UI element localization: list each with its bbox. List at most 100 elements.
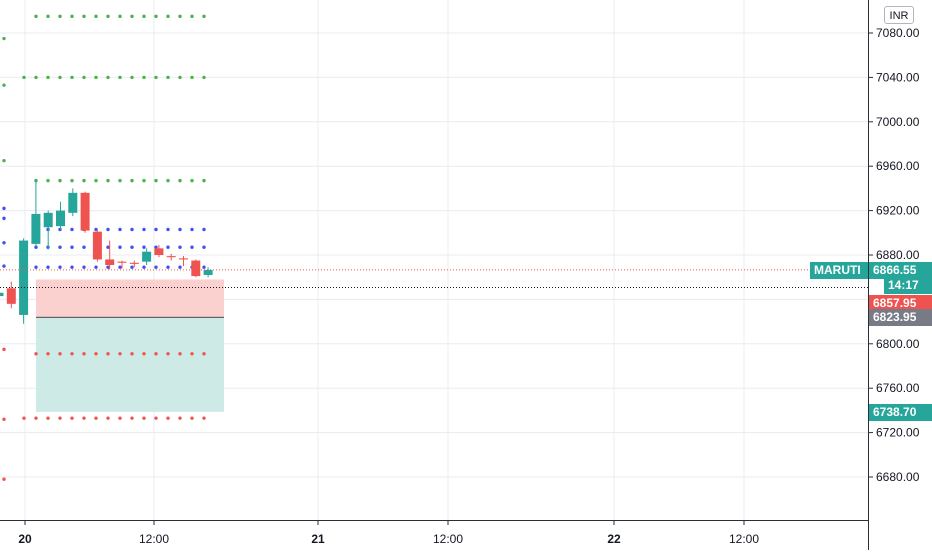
pivot-dot-blue xyxy=(130,227,134,232)
pivot-dot-blue xyxy=(190,227,194,232)
pivot-dot-blue xyxy=(82,265,86,269)
pivot-dot-blue xyxy=(118,265,122,269)
candle-body xyxy=(117,261,127,263)
pivot-dot-red xyxy=(46,416,50,420)
pivot-dot-green xyxy=(46,14,50,19)
candle xyxy=(80,191,90,233)
pivot-dot-green xyxy=(82,75,86,80)
time-tick-label: 12:00 xyxy=(139,532,169,546)
price-tick-label: 6680.00 xyxy=(876,470,920,484)
pivot-dot-blue xyxy=(94,265,98,269)
pivot-dot-red xyxy=(154,352,158,356)
pivot-dot-red xyxy=(178,416,182,420)
candle-body xyxy=(154,248,164,255)
candle xyxy=(179,256,188,267)
pivot-dot-red xyxy=(70,352,74,356)
pivot-dot-blue xyxy=(2,241,6,245)
time-axis-canvas: 20 12:00 21 12:00 22 12:00 xyxy=(18,521,759,546)
pivot-dot-blue xyxy=(106,227,110,232)
chart-canvas[interactable] xyxy=(0,0,868,520)
candle xyxy=(6,281,16,309)
pivot-dot-green xyxy=(94,14,98,19)
pivot-dot-green xyxy=(22,75,26,80)
pivot-points xyxy=(2,14,206,481)
pivot-dot-red xyxy=(190,352,194,356)
pivot-dot-red xyxy=(178,352,182,356)
pivot-dot-green xyxy=(34,75,38,80)
pivot-dot-green xyxy=(82,178,86,183)
candle-body xyxy=(19,240,29,315)
pivot-dot-blue xyxy=(142,227,146,232)
pivot-dot-red xyxy=(46,352,50,356)
pivot-dot-red xyxy=(2,477,6,481)
pivot-dot-blue xyxy=(2,216,6,221)
candle xyxy=(19,238,29,324)
candle-body xyxy=(6,288,16,304)
stop-price-tag: 6857.95 xyxy=(869,295,932,313)
time-axis[interactable]: 20 12:00 21 12:00 22 12:00 xyxy=(0,520,868,550)
pivot-dot-red xyxy=(142,352,146,356)
candle xyxy=(142,248,152,265)
take-profit-zone xyxy=(36,317,224,412)
time-tick-label: 12:00 xyxy=(433,532,463,546)
pivot-dot-blue xyxy=(34,245,38,249)
pivot-dot-blue xyxy=(142,245,146,249)
pivot-dot-blue xyxy=(130,265,134,269)
pivot-dot-red xyxy=(82,416,86,420)
symbol-label-tag: MARUTI xyxy=(810,261,868,279)
pivot-dot-blue xyxy=(46,265,50,269)
candle-body xyxy=(31,213,41,244)
chart-pane[interactable] xyxy=(0,0,868,520)
pivot-dot-blue xyxy=(118,227,122,232)
pivot-dot-blue xyxy=(2,206,6,211)
currency-badge[interactable]: INR xyxy=(884,6,914,24)
pivot-dot-red xyxy=(2,347,6,352)
candle-body xyxy=(166,256,176,258)
pivot-dot-blue xyxy=(70,265,74,269)
candle-body xyxy=(191,260,201,277)
pivot-dot-red xyxy=(166,416,170,420)
candle xyxy=(68,188,78,217)
pivot-dot-red xyxy=(94,352,98,356)
price-tick-label: 6760.00 xyxy=(876,381,920,395)
pivot-dot-red xyxy=(166,352,170,356)
candle-body xyxy=(92,231,102,260)
last-price-tag: 6866.55 xyxy=(869,261,932,279)
pivot-dot-green xyxy=(166,178,170,183)
pivot-dot-green xyxy=(130,178,134,183)
pivot-dot-green xyxy=(58,178,62,183)
candle xyxy=(117,260,127,269)
pivot-dot-green xyxy=(118,178,122,183)
pivot-dot-red xyxy=(58,352,62,356)
pivot-dot-red xyxy=(106,352,110,356)
candle-body xyxy=(129,262,139,264)
pivot-dot-blue xyxy=(202,245,206,249)
pivot-dot-red xyxy=(58,416,62,420)
pivot-dot-green xyxy=(166,75,170,80)
pivot-dot-blue xyxy=(166,227,170,232)
candle xyxy=(166,253,176,261)
pivot-dot-green xyxy=(106,14,110,19)
pivot-dot-green xyxy=(82,14,86,19)
price-tick-label: 6920.00 xyxy=(876,204,920,218)
price-tick-label: 7080.00 xyxy=(876,26,920,40)
pivot-dot-red xyxy=(82,352,86,356)
pivot-dot-green xyxy=(142,75,146,80)
pivot-dot-red xyxy=(190,416,194,420)
pivot-dot-green xyxy=(70,178,74,183)
pivot-dot-blue xyxy=(166,265,170,269)
candle xyxy=(56,201,65,230)
pivot-dot-green xyxy=(142,178,146,183)
pivot-dot-blue xyxy=(178,227,182,232)
candle-body xyxy=(105,259,115,265)
pivot-dot-blue xyxy=(70,245,74,249)
pivot-dot-green xyxy=(2,158,6,163)
price-tick-label: 6960.00 xyxy=(876,159,920,173)
pivot-dot-blue xyxy=(106,265,110,269)
pivot-dot-green xyxy=(154,14,158,19)
pivot-dot-red xyxy=(142,416,146,420)
pivot-dot-green xyxy=(70,75,74,80)
pivot-dot-green xyxy=(178,14,182,19)
pivot-dot-green xyxy=(190,178,194,183)
pivot-dot-green xyxy=(2,83,6,87)
